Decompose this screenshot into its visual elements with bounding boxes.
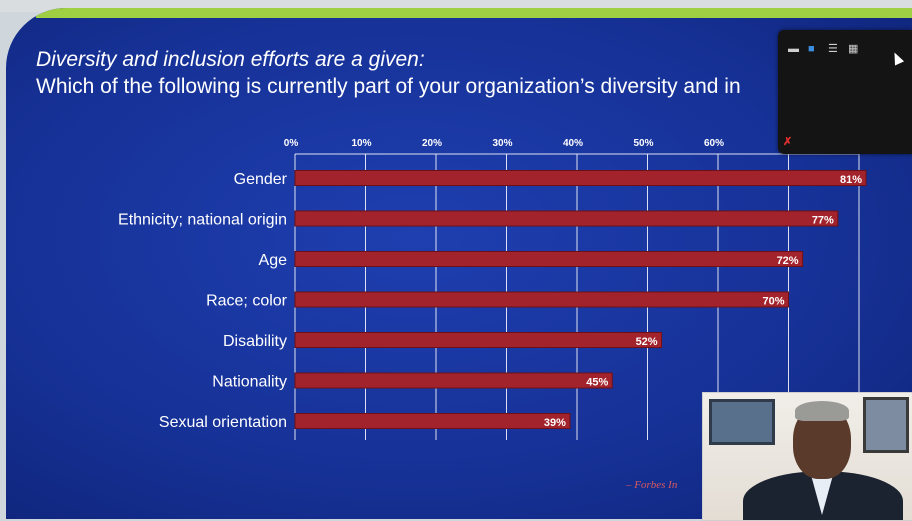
layout-icon[interactable]: ■ (808, 43, 815, 55)
data-label: 39% (544, 417, 566, 429)
data-label: 70% (762, 296, 784, 308)
slide-title: Diversity and inclusion efforts are a gi… (36, 46, 741, 100)
minimize-icon[interactable]: ▬ (788, 43, 799, 55)
bar (294, 291, 789, 308)
panel-icon[interactable]: ☰ (828, 43, 838, 55)
category-label: Sexual orientation (159, 414, 287, 431)
wall-picture-right (863, 397, 909, 453)
category-label: Disability (223, 333, 287, 350)
data-label: 45% (586, 377, 608, 389)
category-label: Gender (234, 171, 288, 188)
accent-stripe (36, 8, 912, 18)
bar (294, 332, 663, 348)
data-label: 77% (812, 215, 834, 227)
data-label: 81% (840, 174, 862, 186)
x-tick-label: 20% (422, 138, 442, 149)
window-controls-panel: ▬ ■ ☰ ▦ ✗ (778, 30, 912, 154)
source-caption: – Forbes In (626, 479, 678, 491)
webcam-video-feed (702, 392, 912, 521)
x-tick-label: 30% (492, 138, 512, 149)
data-label: 52% (636, 336, 658, 348)
x-tick-label: 40% (563, 138, 583, 149)
close-icon[interactable]: ✗ (783, 136, 793, 148)
bar (294, 251, 804, 267)
bar (294, 210, 839, 227)
bar (294, 170, 867, 186)
data-label: 72% (777, 255, 799, 267)
grid-icon[interactable]: ▦ (848, 43, 859, 55)
bar (294, 372, 613, 389)
x-tick-label: 10% (351, 138, 371, 149)
x-tick-label: 50% (633, 138, 653, 149)
x-tick-label: 60% (704, 138, 724, 149)
slide-title-line1: Diversity and inclusion efforts are a gi… (36, 48, 425, 71)
category-label: Race; color (206, 293, 288, 310)
bar (294, 413, 571, 429)
mouse-cursor-icon (889, 50, 905, 66)
category-label: Ethnicity; national origin (118, 212, 287, 229)
wall-picture (709, 399, 775, 445)
presenter-hair (795, 401, 849, 421)
category-label: Age (259, 252, 288, 269)
x-tick-label: 0% (284, 138, 299, 149)
slide-title-line2: Which of the following is currently part… (36, 75, 741, 98)
category-label: Nationality (212, 374, 287, 391)
